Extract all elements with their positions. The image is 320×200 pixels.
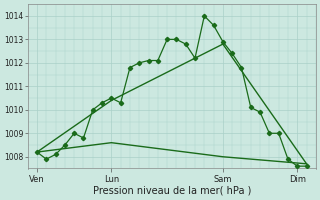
X-axis label: Pression niveau de la mer( hPa ): Pression niveau de la mer( hPa ) <box>92 186 251 196</box>
